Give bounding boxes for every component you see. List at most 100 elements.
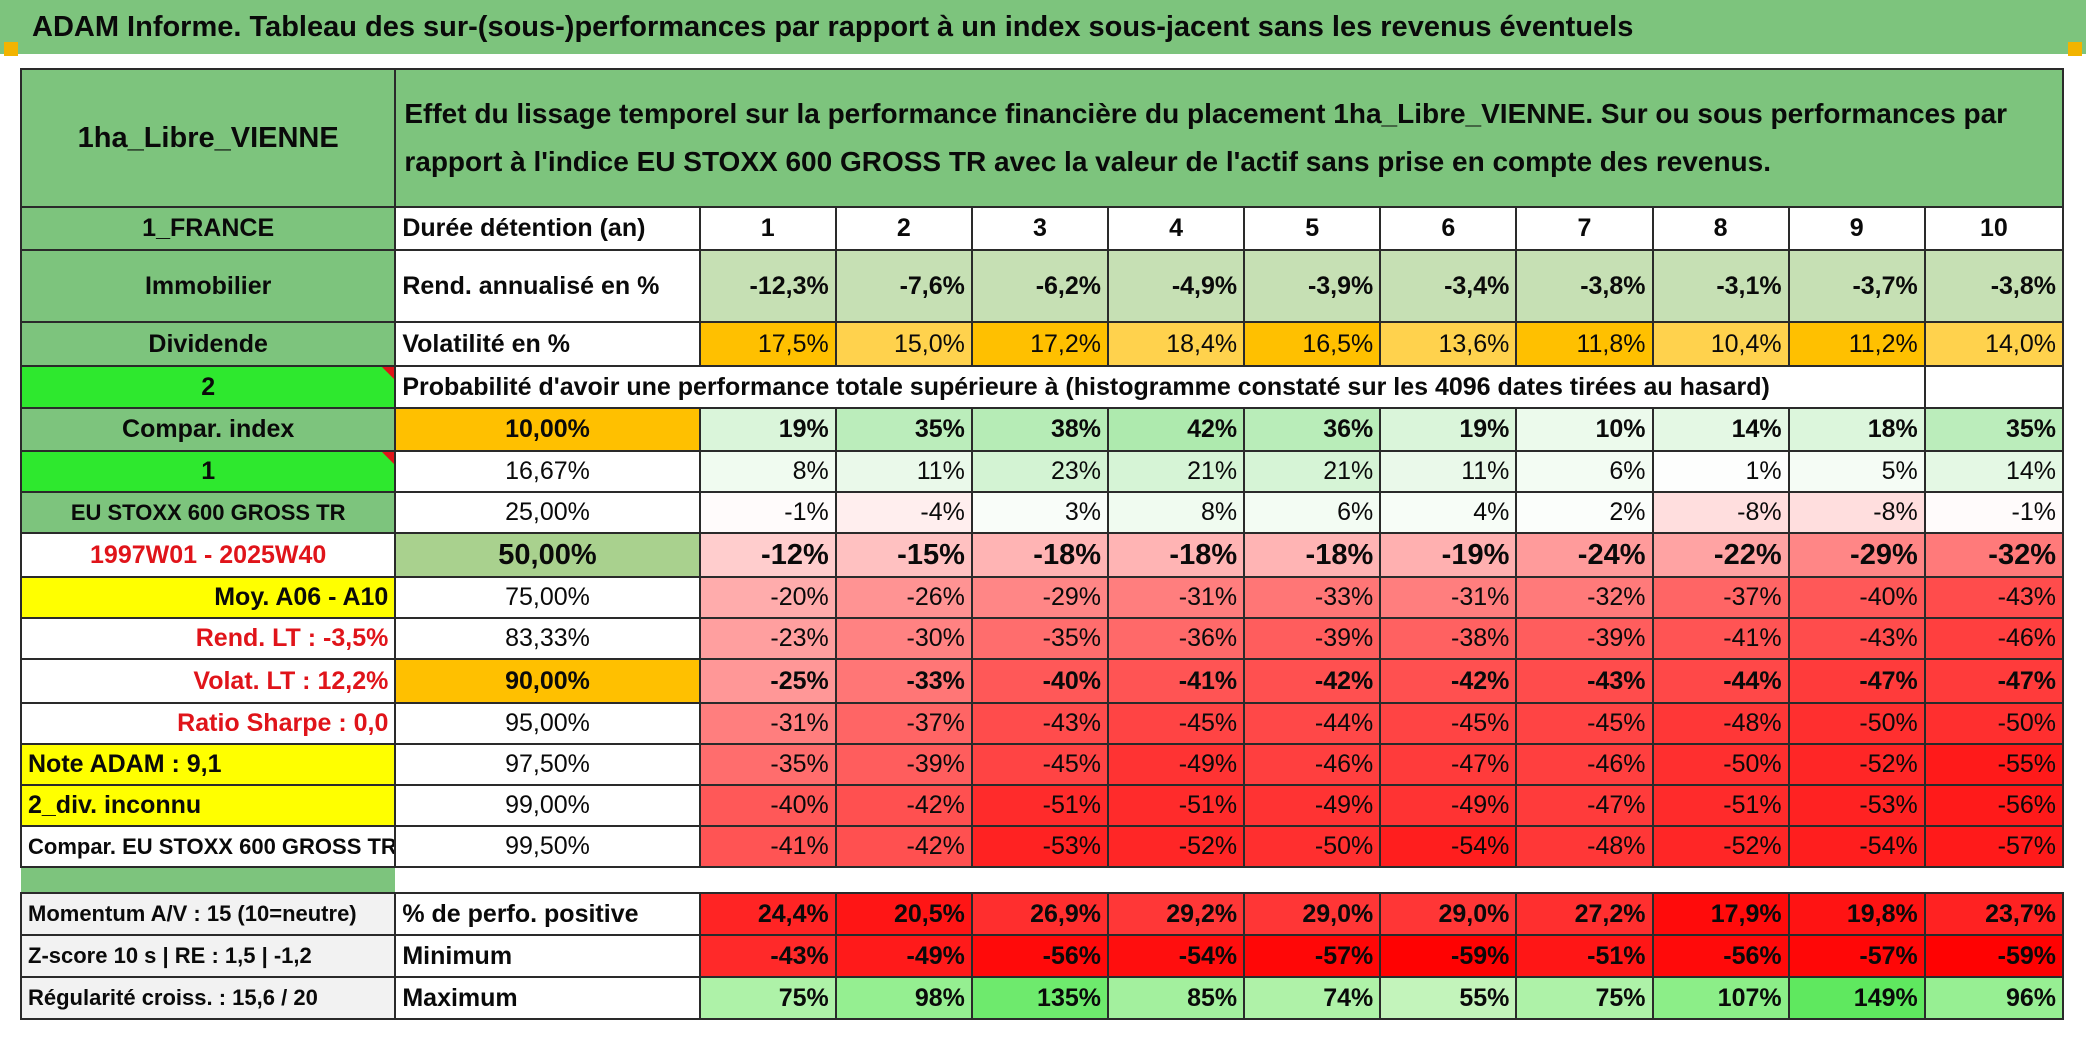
rend-value: -7,6% [834, 249, 973, 323]
quantile-value: -38% [1379, 617, 1518, 660]
quantile-level: 90,00% [394, 658, 701, 704]
vol-value: 17,2% [970, 321, 1110, 367]
sharpe-label: Ratio Sharpe : 0,0 [19, 702, 397, 745]
quantile-value: -42% [1243, 658, 1382, 704]
perfo-positive-value: 17,9% [1651, 892, 1790, 936]
quantile-value: -32% [1515, 576, 1654, 619]
year-header: 1 [698, 206, 837, 251]
quantile-value: -41% [698, 825, 837, 868]
rend-value: -12,3% [698, 249, 837, 323]
quantile-value: -51% [970, 784, 1110, 827]
vol-label: Volatilité en % [394, 321, 701, 367]
asset-label: Immobilier [19, 249, 397, 323]
fund-name: 1ha_Libre_VIENNE [19, 68, 397, 208]
spacer [395, 867, 2063, 893]
quantile-value: -35% [698, 743, 837, 786]
quantile-level: 95,00% [394, 702, 701, 745]
proba-label: Probabilité d'avoir une performance tota… [394, 365, 1925, 409]
momentum-label: Momentum A/V : 15 (10=neutre) [19, 892, 397, 936]
quantile-value: 14% [1923, 450, 2065, 493]
rend-value: -4,9% [1106, 249, 1246, 323]
quantile-value: -18% [970, 532, 1110, 578]
minimum-value: -43% [698, 934, 837, 978]
quantile-level: 97,50% [394, 743, 701, 786]
quantile-value: -54% [1787, 825, 1926, 868]
rend-label: Rend. annualisé en % [394, 249, 701, 323]
quantile-value: -42% [834, 825, 973, 868]
quantile-value: -44% [1651, 658, 1790, 704]
quantile-value: -19% [1379, 532, 1518, 578]
quantile-value: -47% [1787, 658, 1926, 704]
quantile-value: 6% [1243, 491, 1382, 534]
quantile-value: 42% [1106, 407, 1246, 452]
minimum-value: -54% [1106, 934, 1246, 978]
quantile-value: -54% [1379, 825, 1518, 868]
quantile-value: 21% [1106, 450, 1246, 493]
quantile-value: -47% [1379, 743, 1518, 786]
quantile-value: -42% [834, 784, 973, 827]
quantile-value: 23% [970, 450, 1110, 493]
quantile-value: -47% [1515, 784, 1654, 827]
country-label: 1_FRANCE [19, 206, 397, 251]
quantile-value: -43% [1923, 576, 2065, 619]
quantile-value: -36% [1106, 617, 1246, 660]
quantile-level: 16,67% [394, 450, 701, 493]
year-header: 6 [1379, 206, 1518, 251]
quantile-value: -24% [1515, 532, 1654, 578]
minimum-value: -59% [1379, 934, 1518, 978]
zscore-label: Z-score 10 s | RE : 1,5 | -1,2 [19, 934, 397, 978]
quantile-value: -29% [1787, 532, 1926, 578]
quantile-level: 75,00% [394, 576, 701, 619]
rend-value: -3,1% [1651, 249, 1790, 323]
selector-2[interactable]: 2 [19, 365, 397, 409]
quantile-value: -37% [834, 702, 973, 745]
selector-1[interactable]: 1 [19, 450, 397, 493]
quantile-value: -53% [970, 825, 1110, 868]
quantile-value: -48% [1651, 702, 1790, 745]
quantile-value: 10% [1515, 407, 1654, 452]
perfo-positive-value: 23,7% [1923, 892, 2065, 936]
quantile-value: 8% [698, 450, 837, 493]
maximum-value: 55% [1379, 976, 1518, 1020]
quantile-value: 35% [834, 407, 973, 452]
quantile-value: -15% [834, 532, 973, 578]
perfo-positive-value: 20,5% [834, 892, 973, 936]
rend-value: -6,2% [970, 249, 1110, 323]
quantile-value: -23% [698, 617, 837, 660]
quantile-value: -30% [834, 617, 973, 660]
quantile-level: 99,50% [394, 825, 701, 868]
minimum-value: -57% [1787, 934, 1926, 978]
performance-table: 1ha_Libre_VIENNE Effet du lissage tempor… [19, 68, 2065, 1020]
quantile-value: -46% [1243, 743, 1382, 786]
quantile-value: -39% [1243, 617, 1382, 660]
quantile-value: -29% [970, 576, 1110, 619]
quantile-value: -31% [698, 702, 837, 745]
quantile-value: 19% [1379, 407, 1518, 452]
div-label: 2_div. inconnu [19, 784, 397, 827]
year-header: 3 [970, 206, 1110, 251]
period-label: 1997W01 - 2025W40 [19, 532, 397, 578]
compar-index-label: Compar. index [19, 407, 397, 452]
quantile-value: -39% [1515, 617, 1654, 660]
moy-label: Moy. A06 - A10 [19, 576, 397, 619]
vol-value: 14,0% [1923, 321, 2065, 367]
note-adam-label: Note ADAM : 9,1 [19, 743, 397, 786]
spacer-green [21, 867, 396, 893]
quantile-value: -18% [1243, 532, 1382, 578]
rend-lt-label: Rend. LT : -3,5% [19, 617, 397, 660]
vol-value: 11,8% [1515, 321, 1654, 367]
perfo-positive-value: 29,0% [1243, 892, 1382, 936]
quantile-level: 10,00% [394, 407, 701, 452]
maximum-value: 75% [698, 976, 837, 1020]
quantile-value: 4% [1379, 491, 1518, 534]
perfo-positive-value: 29,2% [1106, 892, 1246, 936]
quantile-value: -12% [698, 532, 837, 578]
maximum-value: 149% [1787, 976, 1926, 1020]
quantile-value: -46% [1515, 743, 1654, 786]
quantile-value: 6% [1515, 450, 1654, 493]
quantile-level: 25,00% [394, 491, 701, 534]
corner-marker [4, 42, 18, 56]
quantile-value: 14% [1651, 407, 1790, 452]
vol-value: 13,6% [1379, 321, 1518, 367]
